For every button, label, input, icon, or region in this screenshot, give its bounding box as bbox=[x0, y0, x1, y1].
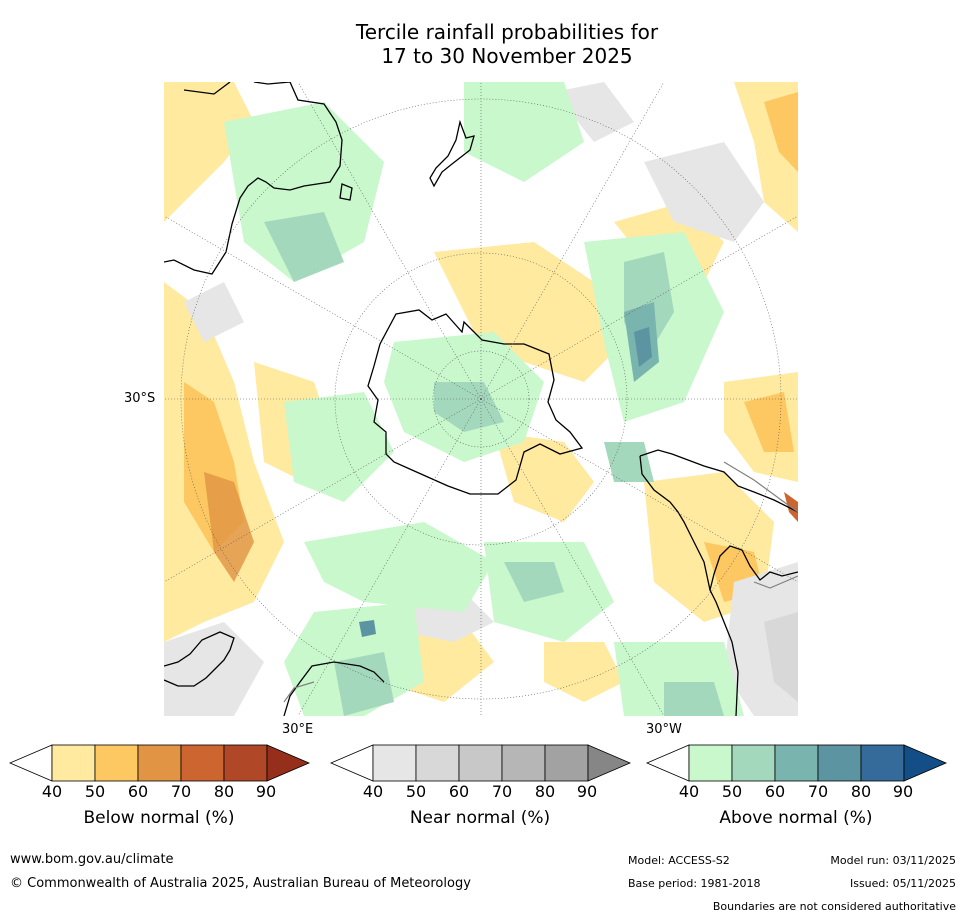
chart-title: Tercile rainfall probabilities for 17 to… bbox=[0, 20, 965, 68]
colorbar-swatch bbox=[817, 744, 862, 782]
tick: 90 bbox=[892, 782, 914, 801]
colorbar-swatch bbox=[372, 744, 417, 782]
colorbar-near-label: Near normal (%) bbox=[409, 808, 551, 828]
africa-coastline bbox=[164, 631, 385, 716]
tick: 50 bbox=[84, 782, 106, 801]
colorbar-swatch bbox=[458, 744, 503, 782]
country-borders bbox=[283, 461, 798, 703]
australia-coastline bbox=[164, 82, 343, 275]
colorbar-swatch bbox=[731, 744, 776, 782]
tick: 90 bbox=[576, 782, 598, 801]
coastlines bbox=[164, 82, 798, 716]
model-run: Model run: 03/11/2025 bbox=[830, 854, 956, 867]
colorbar-near bbox=[329, 744, 632, 782]
colorbar-swatch bbox=[223, 744, 268, 782]
colorbar-swatch bbox=[544, 744, 589, 782]
tick: 70 bbox=[170, 782, 192, 801]
colorbar-below-label: Below normal (%) bbox=[83, 808, 235, 828]
colorbar-swatch bbox=[415, 744, 460, 782]
tick: 90 bbox=[255, 782, 277, 801]
colorbar-swatch bbox=[774, 744, 819, 782]
title-line-1: Tercile rainfall probabilities for bbox=[355, 20, 659, 44]
website-link[interactable]: www.bom.gov.au/climate bbox=[10, 852, 174, 867]
issued-date: Issued: 05/11/2025 bbox=[849, 877, 956, 890]
model-name: Model: ACCESS-S2 bbox=[628, 854, 730, 867]
colorbar-over-triangle bbox=[903, 744, 948, 782]
colorbar-below bbox=[8, 744, 311, 782]
colorbar-swatch bbox=[501, 744, 546, 782]
map bbox=[164, 82, 798, 716]
above-normal-regions bbox=[224, 82, 744, 716]
lon-label-30e: 30°E bbox=[282, 722, 314, 737]
colorbar-swatch bbox=[860, 744, 905, 782]
colorbar-above-label: Above normal (%) bbox=[719, 808, 873, 828]
colorbar-over-triangle bbox=[266, 744, 311, 782]
colorbar-swatch bbox=[94, 744, 139, 782]
base-period: Base period: 1981-2018 bbox=[628, 877, 761, 890]
colorbar-swatch bbox=[51, 744, 96, 782]
south-america-coastline bbox=[639, 449, 798, 716]
colorbar-below-ticks: 40 50 60 70 80 90 bbox=[42, 782, 276, 802]
tick: 60 bbox=[448, 782, 470, 801]
colorbar-above-ticks: 40 50 60 70 80 90 bbox=[679, 782, 913, 802]
new-zealand-coastline bbox=[429, 119, 475, 188]
tick: 50 bbox=[405, 782, 427, 801]
near-normal-regions bbox=[164, 82, 798, 716]
tick: 70 bbox=[491, 782, 513, 801]
colorbar-near-swatches bbox=[329, 744, 632, 782]
tick: 80 bbox=[213, 782, 235, 801]
colorbar-above-swatches bbox=[645, 744, 948, 782]
colorbar-below-swatches bbox=[8, 744, 311, 782]
tick: 80 bbox=[534, 782, 556, 801]
tick: 40 bbox=[41, 782, 63, 801]
colorbar-swatch bbox=[688, 744, 733, 782]
tick: 80 bbox=[850, 782, 872, 801]
colorbar-under-triangle bbox=[8, 744, 53, 782]
colorbar-over-triangle bbox=[587, 744, 632, 782]
colorbar-under-triangle bbox=[329, 744, 374, 782]
lon-label-30w: 30°W bbox=[646, 722, 682, 737]
colorbar-swatch bbox=[137, 744, 182, 782]
graticule bbox=[164, 82, 798, 716]
tick: 70 bbox=[807, 782, 829, 801]
title-line-2: 17 to 30 November 2025 bbox=[381, 44, 633, 68]
antarctica-coastline bbox=[367, 309, 584, 495]
colorbar-above bbox=[645, 744, 948, 782]
copyright: © Commonwealth of Australia 2025, Austra… bbox=[10, 876, 471, 891]
tasmania-coastline bbox=[339, 183, 353, 201]
colorbar-near-ticks: 40 50 60 70 80 90 bbox=[363, 782, 597, 802]
lat-label-30s: 30°S bbox=[124, 391, 156, 406]
colorbar-swatch bbox=[180, 744, 225, 782]
boundaries-disclaimer: Boundaries are not considered authoritat… bbox=[712, 900, 956, 913]
tick: 60 bbox=[764, 782, 786, 801]
tick: 50 bbox=[721, 782, 743, 801]
colorbar-under-triangle bbox=[645, 744, 690, 782]
tick: 40 bbox=[362, 782, 384, 801]
tick: 40 bbox=[678, 782, 700, 801]
tick: 60 bbox=[127, 782, 149, 801]
